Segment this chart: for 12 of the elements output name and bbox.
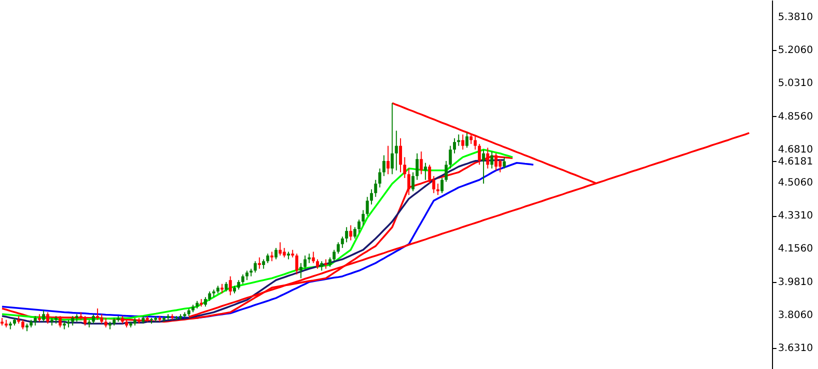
y-tick-label: 4.6181 [778, 156, 813, 168]
y-tick-label: 4.6810 [778, 144, 813, 156]
y-tick-label: 5.0310 [778, 78, 813, 90]
y-tick-label: 3.8060 [778, 310, 813, 321]
y-tick-label: 4.8560 [778, 111, 813, 122]
y-tick-label: 5.3810 [778, 12, 813, 24]
y-tick-label: 5.2060 [778, 45, 813, 56]
y-tick-label: 4.5060 [778, 178, 813, 189]
y-tick-label: 3.6310 [778, 343, 813, 354]
y-tick-label: 3.9810 [778, 276, 813, 288]
y-tick-label: 4.1560 [778, 244, 813, 255]
y-tick-label: 4.3310 [778, 210, 813, 222]
